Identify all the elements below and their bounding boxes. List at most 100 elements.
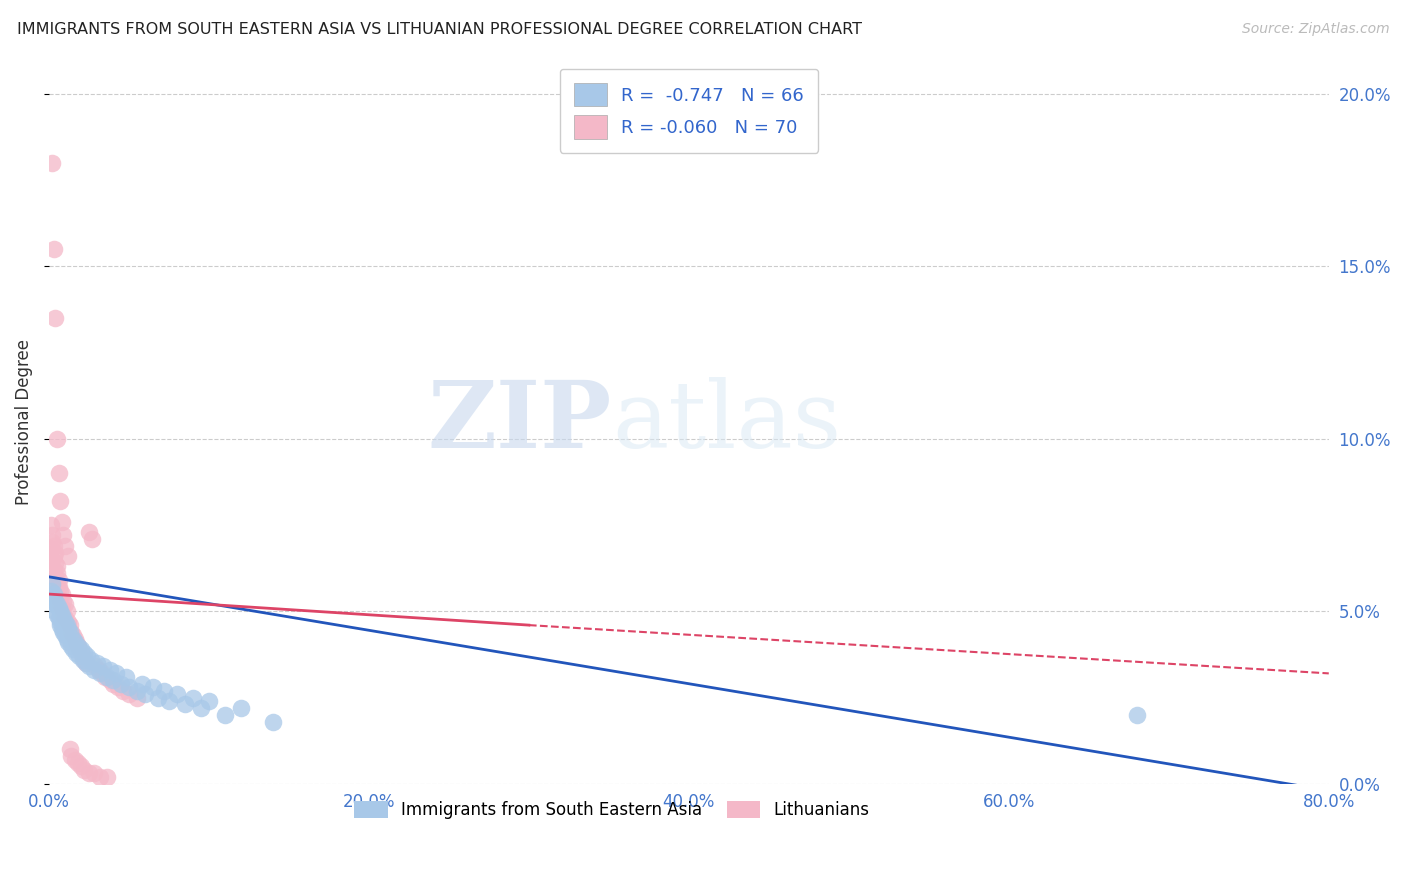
Y-axis label: Professional Degree: Professional Degree [15, 339, 32, 505]
Point [39, 583, 62, 598]
Point [101, 677, 124, 691]
Point [66, 639, 89, 653]
Point [49, 604, 72, 618]
Point [83, 663, 105, 677]
Point [77, 766, 100, 780]
Point [1126, 707, 1149, 722]
Point [96, 670, 118, 684]
Point [51, 587, 73, 601]
Point [60, 625, 83, 640]
Point [42, 549, 65, 563]
Point [56, 549, 79, 563]
Point [62, 632, 84, 646]
Point [52, 607, 75, 622]
Point [79, 652, 101, 666]
Point [49, 494, 72, 508]
Point [86, 656, 108, 670]
Point [41, 535, 63, 549]
Point [63, 632, 86, 646]
Point [52, 528, 75, 542]
Point [44, 556, 66, 570]
Point [51, 515, 73, 529]
Point [41, 156, 63, 170]
Point [46, 559, 69, 574]
Point [142, 680, 165, 694]
Point [53, 611, 76, 625]
Point [63, 635, 86, 649]
Point [46, 607, 69, 622]
Point [66, 756, 89, 770]
Point [76, 649, 98, 664]
Point [49, 583, 72, 598]
Point [174, 698, 197, 712]
Point [42, 242, 65, 256]
Point [48, 467, 70, 481]
Point [49, 618, 72, 632]
Point [46, 566, 69, 581]
Point [229, 701, 252, 715]
Point [72, 649, 94, 664]
Point [41, 552, 63, 566]
Point [53, 598, 76, 612]
Point [94, 670, 117, 684]
Point [49, 598, 72, 612]
Point [83, 766, 105, 780]
Point [42, 587, 65, 601]
Point [56, 622, 79, 636]
Point [73, 763, 96, 777]
Point [72, 652, 94, 666]
Point [77, 659, 100, 673]
Point [75, 656, 97, 670]
Point [44, 546, 66, 560]
Point [96, 770, 118, 784]
Point [55, 618, 77, 632]
Legend: Immigrants from South Eastern Asia, Lithuanians: Immigrants from South Eastern Asia, Lith… [347, 795, 876, 826]
Point [75, 656, 97, 670]
Point [48, 574, 70, 588]
Point [62, 628, 84, 642]
Point [56, 635, 79, 649]
Point [48, 580, 70, 594]
Point [107, 680, 129, 694]
Point [59, 625, 82, 640]
Point [82, 532, 104, 546]
Point [62, 642, 84, 657]
Point [198, 694, 221, 708]
Point [39, 518, 62, 533]
Point [51, 607, 73, 622]
Point [49, 615, 72, 629]
Point [53, 628, 76, 642]
Point [93, 659, 115, 673]
Point [52, 611, 75, 625]
Point [41, 576, 63, 591]
Point [56, 615, 79, 629]
Point [89, 770, 111, 784]
Point [90, 666, 112, 681]
Point [70, 646, 93, 660]
Point [181, 690, 204, 705]
Point [53, 615, 76, 629]
Point [65, 635, 87, 649]
Point [39, 542, 62, 557]
Point [84, 659, 107, 673]
Point [44, 570, 66, 584]
Point [125, 690, 148, 705]
Point [44, 311, 66, 326]
Point [51, 622, 73, 636]
Point [157, 694, 180, 708]
Point [110, 677, 132, 691]
Point [59, 742, 82, 756]
Point [65, 646, 87, 660]
Point [55, 632, 77, 646]
Point [60, 749, 83, 764]
Point [101, 673, 124, 688]
Point [166, 687, 188, 701]
Point [77, 524, 100, 539]
Point [105, 666, 128, 681]
Text: ZIP: ZIP [427, 376, 612, 467]
Point [134, 687, 156, 701]
Point [44, 604, 66, 618]
Text: Source: ZipAtlas.com: Source: ZipAtlas.com [1241, 22, 1389, 37]
Point [46, 432, 69, 446]
Point [111, 683, 134, 698]
